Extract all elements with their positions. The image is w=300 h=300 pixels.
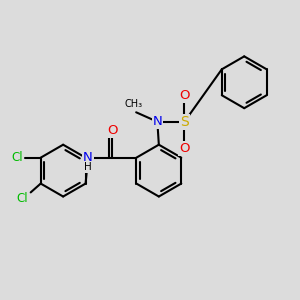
Text: S: S	[180, 115, 189, 129]
Text: O: O	[107, 124, 118, 137]
Text: N: N	[152, 115, 162, 128]
Text: CH₃: CH₃	[124, 99, 142, 109]
Text: Cl: Cl	[11, 151, 23, 164]
Text: N: N	[83, 151, 93, 164]
Text: O: O	[179, 142, 190, 155]
Text: O: O	[179, 89, 190, 102]
Text: Cl: Cl	[16, 192, 28, 206]
Text: H: H	[84, 162, 92, 172]
